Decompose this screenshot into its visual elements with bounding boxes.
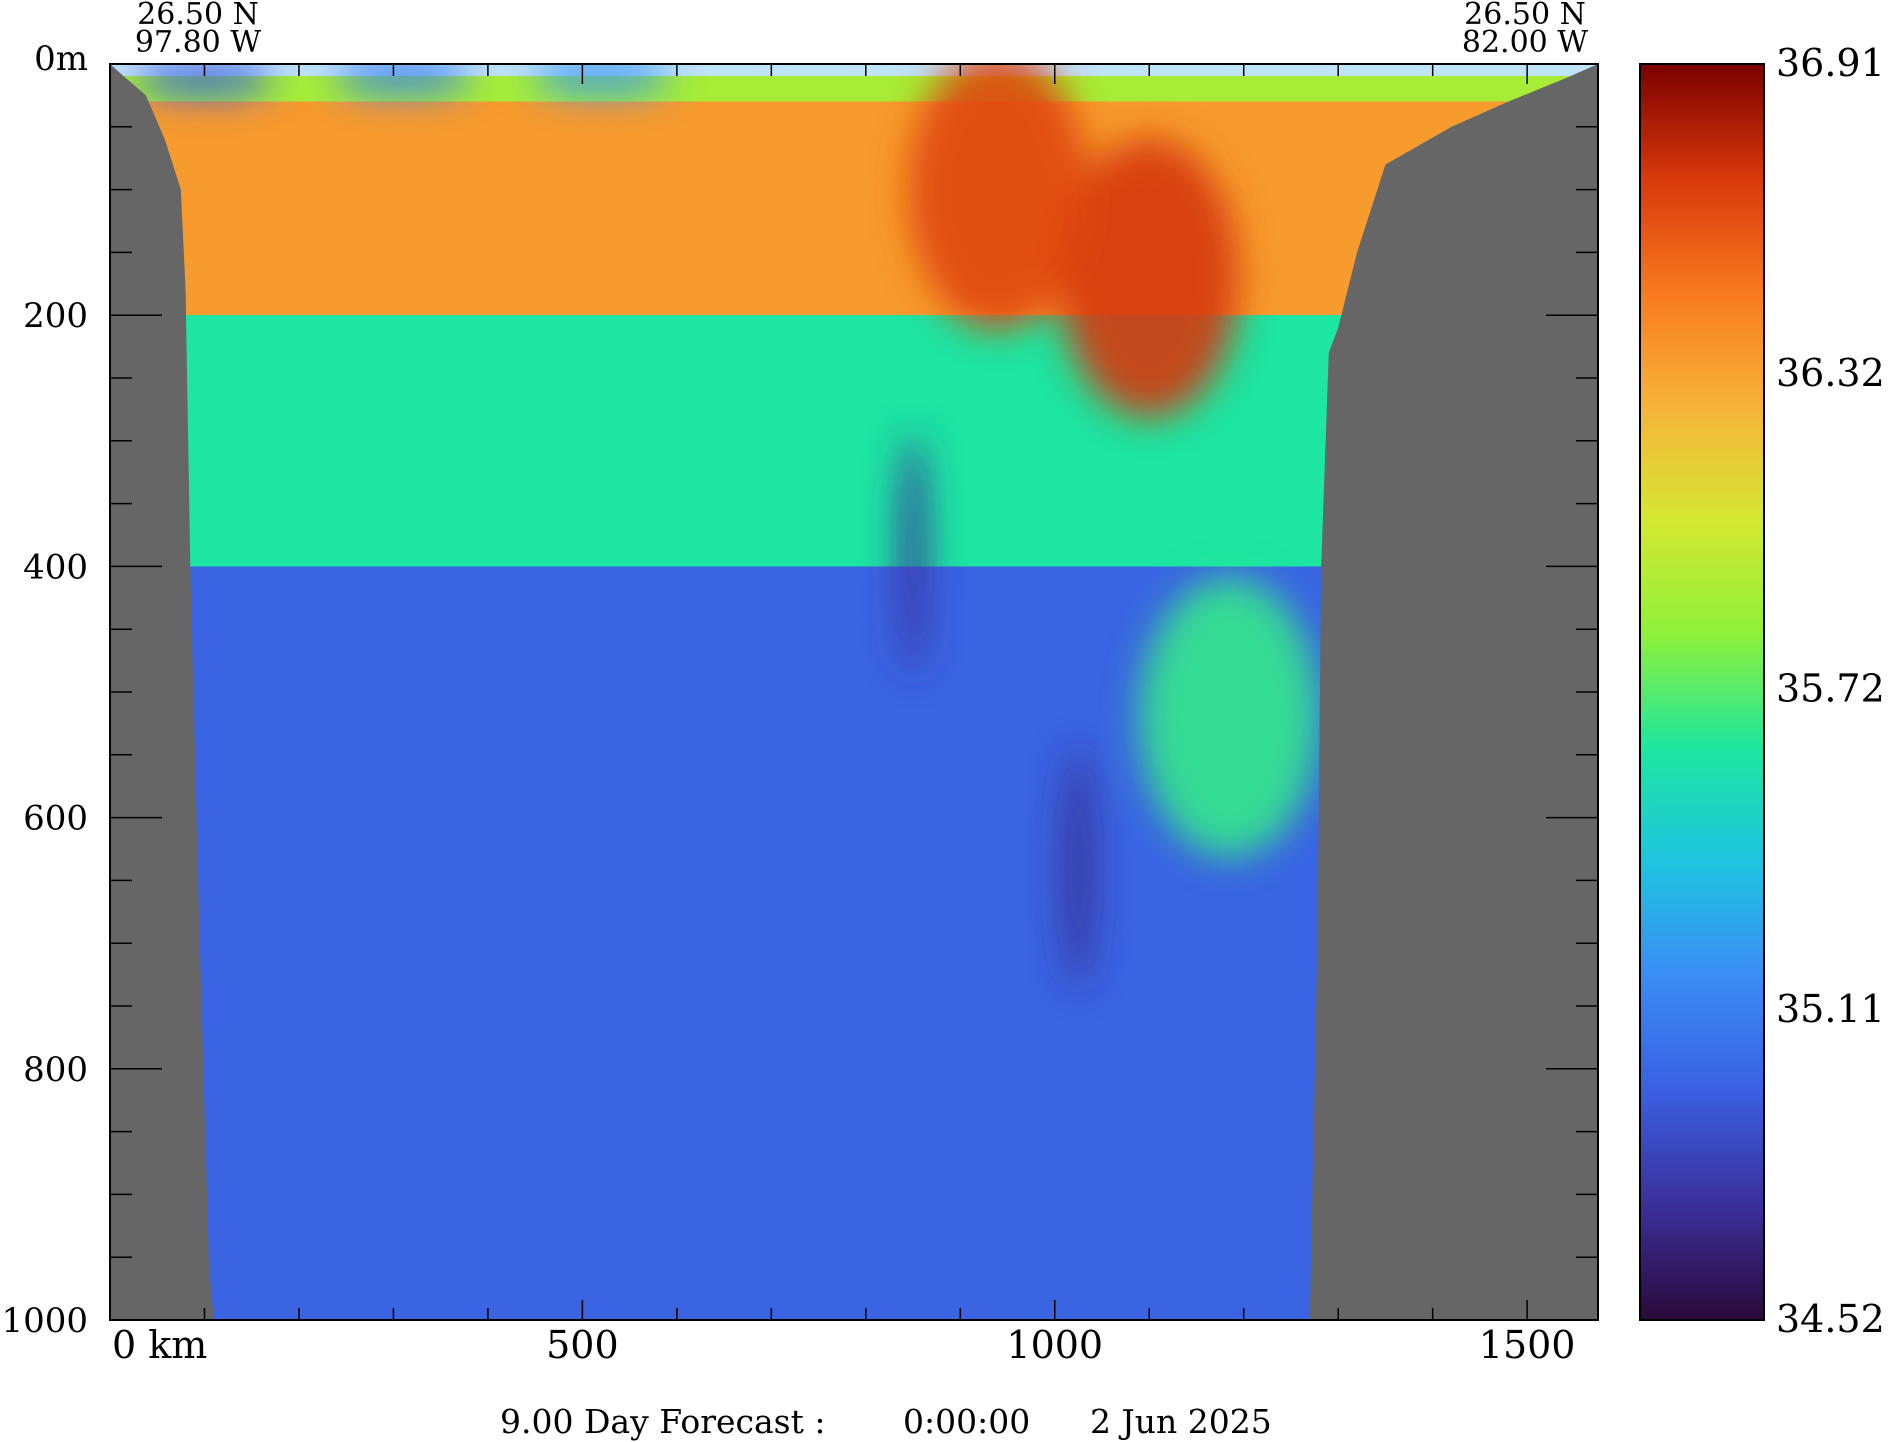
y-axis-ticks: 0m 200 400 600 800 1000	[1, 39, 1598, 1341]
x-tick-label: 1500	[1479, 1323, 1576, 1367]
right-lat-label: 26.50 N	[1464, 0, 1586, 32]
x-tick-label: 0 km	[112, 1323, 207, 1367]
forecast-date: 2 Jun 2025	[1090, 1402, 1272, 1441]
colorbar: 36.91 36.32 35.72 35.11 34.52	[1639, 41, 1885, 1341]
forecast-time: 0:00:00	[903, 1402, 1030, 1441]
feature-low_salinity_filament_2	[1064, 747, 1093, 988]
colorbar-tick-label: 34.52	[1776, 1297, 1885, 1341]
colorbar-labels: 36.91 36.32 35.72 35.11 34.52	[1776, 41, 1885, 1341]
left-lon-label: 97.80 W	[135, 25, 261, 60]
right-lon-label: 82.00 W	[1462, 25, 1588, 60]
y-tick-label: 800	[23, 1050, 88, 1090]
y-tick-label: 200	[23, 296, 88, 336]
bathymetry-land	[110, 64, 1598, 1320]
feature-surface_fresh_patch_3	[531, 64, 672, 95]
colorbar-tick-label: 36.91	[1776, 41, 1885, 85]
feature-green_tongue	[1139, 577, 1320, 858]
land-right	[1309, 64, 1598, 1320]
feature-low_salinity_filament_1	[899, 433, 928, 674]
salinity-features	[134, 64, 1320, 988]
colorbar-tick-label: 36.32	[1776, 351, 1885, 395]
y-tick-label: 400	[23, 547, 88, 587]
colorbar-tick-label: 35.72	[1776, 666, 1885, 710]
y-tick-label: 600	[23, 799, 88, 839]
feature-surface_fresh_patch_1	[134, 64, 275, 98]
feature-surface_fresh_patch_2	[332, 64, 473, 95]
footer: 9.00 Day Forecast : 0:00:00 2 Jun 2025	[500, 1402, 1272, 1441]
colorbar-tick-label: 35.11	[1776, 987, 1885, 1031]
plot-area: 0 km 500 1000 1500 0m 200 400 600 800 1000	[1, 39, 1599, 1367]
x-tick-label: 500	[546, 1323, 619, 1367]
forecast-label: 9.00 Day Forecast :	[500, 1402, 825, 1441]
x-tick-label: 1000	[1006, 1323, 1103, 1367]
x-axis-ticks: 0 km 500 1000 1500	[109, 64, 1576, 1367]
y-tick-label: 0m	[34, 39, 88, 79]
feature-eddy_high_salinity	[1059, 137, 1240, 418]
land-left	[110, 64, 214, 1320]
y-tick-label: 1000	[1, 1301, 88, 1341]
left-lat-label: 26.50 N	[137, 0, 259, 32]
corner-labels: 26.50 N 97.80 W 26.50 N 82.00 W	[135, 0, 1588, 60]
colorbar-scale	[1639, 63, 1765, 1321]
feature-eddy_high_salinity_2	[908, 64, 1089, 330]
surface-strip	[110, 64, 1598, 76]
